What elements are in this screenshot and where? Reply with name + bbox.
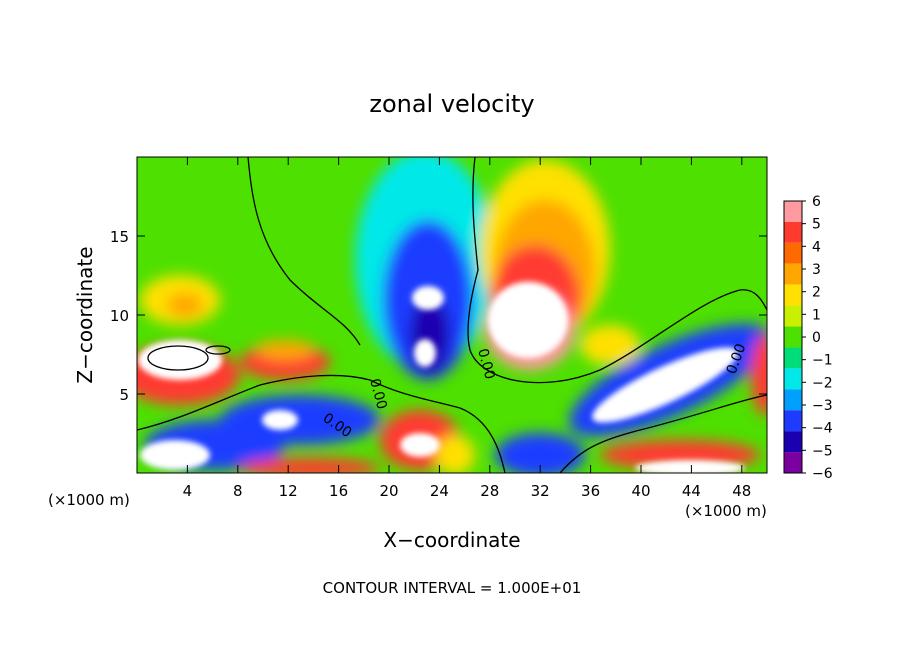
colorbar-tick-label: −6 xyxy=(812,466,833,482)
core-blue-center-top xyxy=(412,286,444,310)
colorbar-swatch xyxy=(784,284,802,306)
region-yellow-bottom-center xyxy=(435,435,475,473)
contour-zero-middle xyxy=(467,157,767,384)
contour-zero-low xyxy=(137,374,506,473)
colorbar-tick-label: 2 xyxy=(812,285,821,301)
x-axis: 4 8 12 16 20 24 28 32 36 40 44 48 xyxy=(183,157,751,500)
x-axis-unit-right: (×1000 m) xyxy=(685,502,767,520)
core-bottom-center xyxy=(400,433,440,457)
core-bottom-right xyxy=(635,460,745,473)
plot-area: 0.00 0.00 0.00 0.00 xyxy=(137,157,767,473)
x-tick-label: 32 xyxy=(531,482,550,500)
colorbar-swatch xyxy=(784,431,802,453)
colorbar-tick-label: 0 xyxy=(812,330,821,346)
x-tick-label: 40 xyxy=(631,482,650,500)
region-orange-left xyxy=(167,293,203,317)
colorbar-tick-label: −5 xyxy=(812,443,833,459)
colorbar-tick-label: −3 xyxy=(812,398,833,414)
core-negative-diagonal xyxy=(592,347,738,423)
colorbar-swatch xyxy=(784,242,802,264)
x-tick-label: 12 xyxy=(279,482,298,500)
colorbar-swatch xyxy=(784,221,802,243)
core-bottom-left xyxy=(140,440,210,470)
colorbar-tick-label: −4 xyxy=(812,421,833,437)
x-tick-label: 16 xyxy=(329,482,348,500)
contour-lines xyxy=(137,157,767,473)
chart-title: zonal velocity xyxy=(369,90,534,118)
contour-zero-right-low xyxy=(559,394,767,473)
x-tick-label: 48 xyxy=(732,482,751,500)
region-orange-band-mid xyxy=(255,340,315,360)
colorbar-tick-label: −1 xyxy=(812,353,833,369)
colorbar-swatch xyxy=(784,263,802,285)
colorbar-swatch xyxy=(784,201,802,222)
x-tick-label: 4 xyxy=(183,482,193,500)
colorbar-swatch xyxy=(784,305,802,327)
colorbar-swatch xyxy=(784,347,802,369)
y-axis: 5 10 15 xyxy=(110,228,767,404)
y-tick-label: 5 xyxy=(119,386,129,404)
colorbar-tick-label: 5 xyxy=(812,217,821,233)
x-axis-unit-left: (×1000 m) xyxy=(48,491,130,509)
colorbar-swatch xyxy=(784,389,802,411)
x-axis-label: X−coordinate xyxy=(383,528,520,552)
colorbar-tick-label: 4 xyxy=(812,239,821,255)
colorbar-tick-label: −2 xyxy=(812,375,833,391)
x-tick-label: 28 xyxy=(480,482,499,500)
colorbar-swatch xyxy=(784,452,802,473)
colorbar-tick-label: 3 xyxy=(812,262,821,278)
contour-labels: 0.00 0.00 0.00 0.00 xyxy=(320,342,750,442)
contour-zero-left xyxy=(247,157,361,346)
x-tick-label: 8 xyxy=(233,482,243,500)
x-tick-label: 20 xyxy=(379,482,398,500)
saturated-cores xyxy=(138,282,745,473)
region-red-bottom xyxy=(240,458,380,473)
colorbar-tick-label: 1 xyxy=(812,307,821,323)
core-positive-right xyxy=(488,282,568,358)
contour-interval-note: CONTOUR INTERVAL = 1.000E+01 xyxy=(323,579,582,597)
x-tick-label: 44 xyxy=(682,482,701,500)
region-blue-low-mid xyxy=(220,395,380,445)
y-tick-label: 15 xyxy=(110,228,129,246)
contour-label: 0.00 xyxy=(366,377,390,411)
region-blue-bottom-right xyxy=(495,433,585,473)
colorbar-swatch xyxy=(784,326,802,348)
colorbar-swatch xyxy=(784,368,802,390)
contour-label: 0.00 xyxy=(474,347,498,381)
colorbar: 6 5 4 3 2 1 0 −1 −2 −3 −4 −5 −6 xyxy=(783,194,833,482)
y-axis-label: Z−coordinate xyxy=(73,246,97,383)
contour-loop-left xyxy=(147,345,209,371)
core-low-left xyxy=(262,410,298,430)
core-blue-center-low xyxy=(414,339,436,367)
colorbar-tick-label: 6 xyxy=(812,194,821,210)
x-tick-label: 36 xyxy=(581,482,600,500)
region-yellow-mid-right xyxy=(580,325,640,365)
region-red-right-edge xyxy=(751,335,767,415)
x-tick-label: 24 xyxy=(430,482,449,500)
colorbar-swatch xyxy=(784,410,802,432)
contour-loop-small xyxy=(205,345,231,355)
y-tick-label: 10 xyxy=(110,307,129,325)
